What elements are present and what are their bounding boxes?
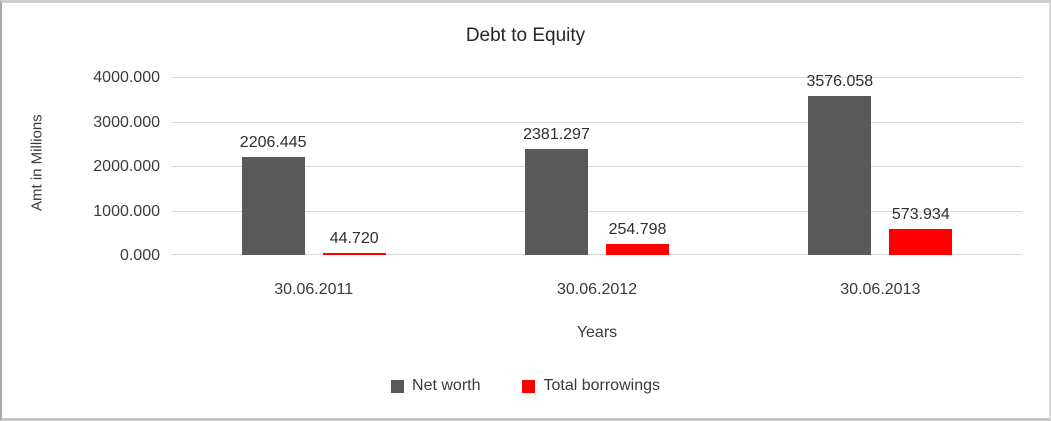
net-worth-swatch-icon xyxy=(391,379,405,393)
x-category-label-30.06.2011: 30.06.2011 xyxy=(274,281,354,298)
x-category-label-30.06.2013: 30.06.2013 xyxy=(840,281,921,298)
bar-group-30.06.2011: 2206.445 44.720 xyxy=(172,77,455,255)
gridline-1000 xyxy=(172,210,1022,212)
bar-net-worth-30.06.2013: 3576.058 xyxy=(806,73,873,255)
total-borrowings-swatch-icon xyxy=(522,379,536,393)
bar-total-borrowings-30.06.2012: 254.798 xyxy=(605,221,669,255)
plot-area: 0.000 1000.000 2000.000 3000.000 4000.000 220… xyxy=(93,69,1022,264)
data-label: 2206.445 xyxy=(239,133,307,151)
bar-group-30.06.2012: 2381.297 254.798 xyxy=(455,77,738,255)
gridline-4000 xyxy=(172,77,1022,78)
legend-item-total-borrowings: Total borrowings xyxy=(522,377,660,395)
x-axis-title: Years xyxy=(576,324,618,341)
x-axis-category-labels: 30.06.2011 30.06.2012 30.06.2013 xyxy=(172,281,1022,299)
gridline-3000 xyxy=(172,121,1022,123)
y-tick-label-1000: 1000.000 xyxy=(93,202,160,220)
bar-total-borrowings-30.06.2013: 573.934 xyxy=(889,206,953,255)
gridline-0 xyxy=(172,254,1022,255)
data-label: 3576.058 xyxy=(806,72,874,90)
y-tick-label-3000: 3000.000 xyxy=(93,113,160,131)
y-tick-label-2000: 2000.000 xyxy=(93,158,160,175)
bar-net-worth-30.06.2011: 2206.445 xyxy=(240,134,307,255)
bar-group-30.06.2013: 3576.058 573.934 xyxy=(739,73,1022,255)
bar-net-worth-30.06.2012: 2381.297 xyxy=(523,126,590,255)
chart-title: Debt to Equity xyxy=(465,25,586,46)
chart-legend: Net worth Total borrowings xyxy=(2,377,1049,395)
y-axis-title: Amt in Millions xyxy=(28,114,46,212)
data-label: 44.720 xyxy=(329,230,379,247)
bar-total-borrowings-30.06.2011: 44.720 xyxy=(322,230,386,255)
y-tick-label-0: 0.000 xyxy=(119,247,160,264)
y-tick-label-4000: 4000.000 xyxy=(93,69,160,86)
legend-label-total-borrowings: Total borrowings xyxy=(543,377,660,394)
x-category-label-30.06.2012: 30.06.2012 xyxy=(556,281,638,298)
data-label: 254.798 xyxy=(608,220,667,238)
data-label: 573.934 xyxy=(891,206,950,224)
legend-label-net-worth: Net worth xyxy=(412,377,481,394)
gridline-2000 xyxy=(172,166,1022,167)
legend-item-net-worth: Net worth xyxy=(391,377,480,395)
data-label: 2381.297 xyxy=(523,126,590,144)
